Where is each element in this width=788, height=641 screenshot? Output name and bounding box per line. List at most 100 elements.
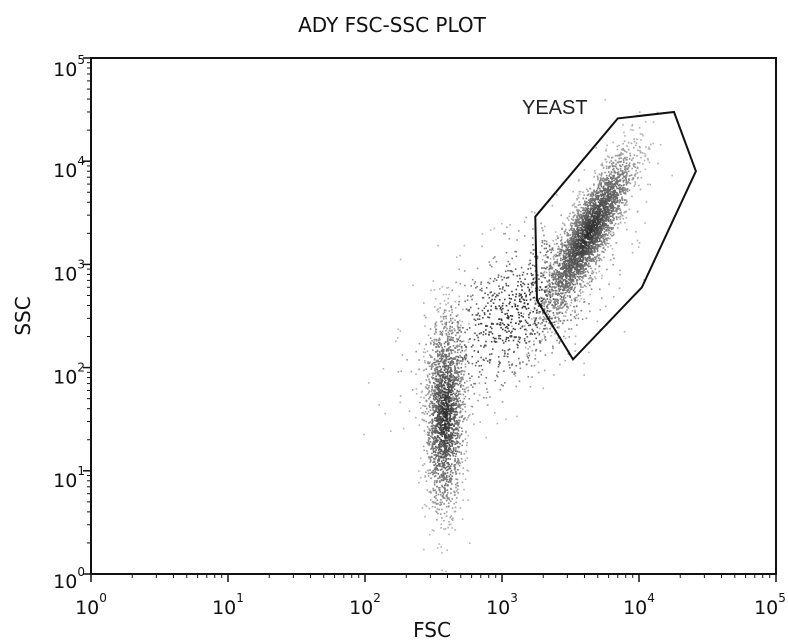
event-point — [444, 454, 447, 457]
event-point — [422, 405, 424, 407]
event-point — [458, 419, 460, 422]
event-point — [581, 234, 584, 237]
event-point — [554, 292, 557, 294]
event-point — [589, 237, 591, 240]
event-point — [435, 408, 437, 411]
event-point — [582, 250, 584, 252]
event-point — [440, 382, 442, 385]
event-point — [443, 412, 445, 414]
event-point — [598, 254, 600, 257]
event-point — [434, 450, 436, 453]
event-point — [558, 264, 561, 266]
event-point — [445, 460, 447, 462]
event-point — [451, 389, 453, 391]
event-point — [431, 356, 433, 358]
event-point — [581, 276, 583, 279]
event-point — [609, 237, 611, 240]
event-point — [449, 349, 451, 351]
event-point — [432, 365, 434, 368]
event-point — [589, 187, 591, 190]
event-point — [572, 280, 575, 283]
event-point — [584, 221, 587, 224]
event-point — [534, 317, 536, 320]
event-point — [656, 111, 659, 114]
event-point — [442, 349, 444, 352]
event-point — [573, 221, 576, 224]
event-point — [620, 184, 623, 187]
event-point — [539, 323, 542, 325]
event-point — [605, 161, 608, 163]
event-point — [566, 283, 568, 286]
event-point — [563, 297, 565, 300]
event-point — [445, 427, 447, 429]
event-point — [571, 264, 573, 267]
event-point — [634, 173, 637, 175]
event-point — [599, 183, 601, 185]
event-point — [446, 497, 449, 500]
event-point — [440, 378, 443, 381]
event-point — [569, 257, 571, 259]
event-point — [610, 190, 612, 193]
event-point — [617, 154, 619, 157]
event-point — [558, 320, 560, 322]
event-point — [628, 158, 631, 160]
event-point — [608, 180, 610, 182]
event-point — [436, 350, 439, 352]
event-point — [532, 323, 534, 325]
event-point — [435, 339, 438, 342]
event-point — [433, 484, 436, 486]
event-point — [580, 232, 583, 234]
event-point — [448, 447, 450, 450]
event-point — [604, 211, 607, 213]
event-point — [446, 370, 449, 372]
event-point — [458, 393, 460, 395]
event-point — [552, 304, 554, 307]
event-point — [444, 449, 447, 451]
event-point — [543, 334, 545, 336]
event-point — [581, 272, 584, 275]
event-point — [554, 273, 557, 275]
event-point — [455, 462, 458, 464]
event-point — [569, 273, 571, 275]
event-point — [572, 278, 575, 281]
event-point — [436, 373, 439, 375]
event-point — [455, 345, 458, 348]
event-point — [442, 493, 445, 496]
event-point — [443, 528, 445, 530]
event-point — [561, 276, 563, 278]
event-point — [623, 149, 625, 151]
event-point — [582, 257, 585, 260]
event-point — [456, 389, 458, 392]
event-point — [440, 422, 442, 424]
event-point — [438, 401, 440, 403]
event-point — [564, 283, 566, 286]
event-point — [457, 435, 459, 438]
event-point — [610, 196, 613, 198]
event-point — [602, 234, 605, 237]
event-point — [599, 223, 602, 226]
event-point — [557, 337, 559, 339]
event-point — [552, 290, 555, 292]
event-point — [578, 193, 581, 195]
event-point — [569, 237, 572, 239]
event-point — [444, 322, 446, 325]
event-point — [443, 512, 446, 515]
event-point — [616, 177, 618, 179]
event-point — [604, 171, 606, 174]
event-point — [591, 199, 594, 201]
event-point — [451, 326, 453, 328]
event-point — [584, 236, 587, 238]
event-point — [458, 472, 461, 475]
event-point — [448, 438, 451, 441]
event-point — [594, 221, 596, 224]
event-point — [608, 161, 611, 164]
event-point — [453, 380, 455, 383]
event-point — [625, 217, 628, 219]
event-point — [443, 411, 445, 413]
event-point — [450, 376, 452, 379]
event-point — [579, 260, 582, 262]
event-point — [580, 206, 583, 209]
event-point — [450, 469, 453, 472]
event-point — [555, 271, 558, 274]
event-point — [457, 424, 459, 427]
